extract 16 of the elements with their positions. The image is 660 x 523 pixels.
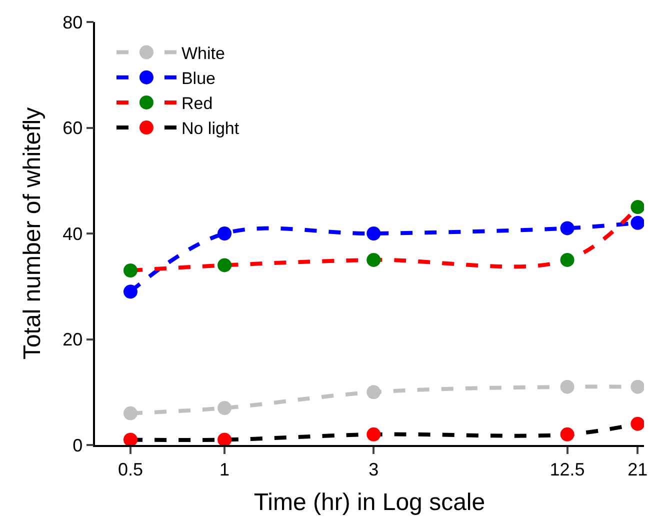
x-tick-label: 3 [368,459,379,480]
x-axis-title: Time (hr) in Log scale [254,489,486,516]
x-tick-label: 21 [628,459,648,480]
legend-label: White [181,44,225,63]
y-tick-label: 80 [62,12,83,32]
x-tick-label: 1 [220,459,230,480]
legend-label: Red [181,94,213,114]
x-tick-label: 12.5 [550,459,585,480]
y-tick-label: 0 [72,435,83,456]
legend-label: No light [181,119,240,138]
y-axis-title: Total number of whitefly [19,107,46,360]
y-tick-label: 20 [62,330,83,350]
x-tick-label: 0.5 [118,459,143,480]
y-tick-label: 40 [62,224,83,244]
legend-label: Blue [181,68,216,88]
y-tick-label: 60 [62,118,83,138]
